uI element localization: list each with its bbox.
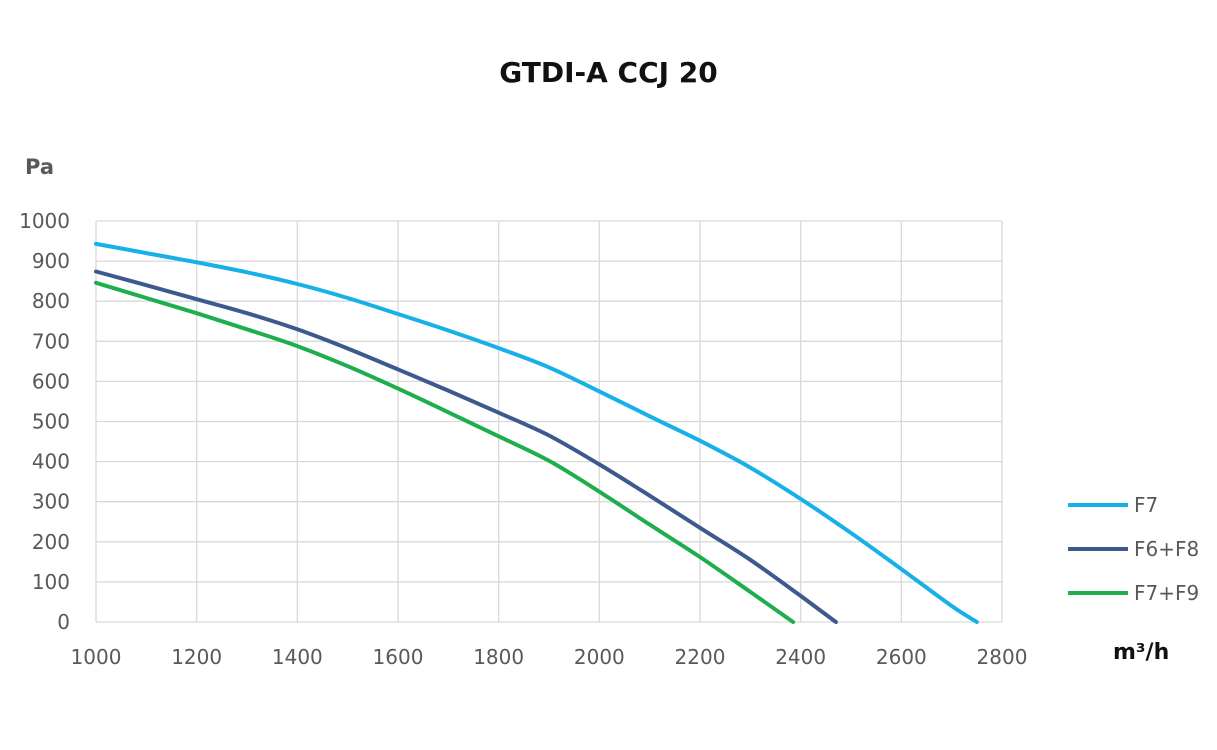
y-tick-label: 600 (32, 369, 70, 393)
legend-label: F7 (1134, 493, 1158, 517)
x-axis-label: m³/h (1113, 640, 1170, 665)
legend-label: F6+F8 (1134, 537, 1199, 561)
y-tick-label: 500 (32, 410, 70, 434)
series-lines (94, 241, 979, 624)
x-tick-label: 1600 (373, 645, 424, 669)
y-axis-label: Pa (25, 155, 54, 179)
legend: F7 F6+F8 F7+F9 (1068, 493, 1199, 605)
series-line-f7 (94, 241, 979, 624)
x-tick-label: 2200 (675, 645, 726, 669)
legend-label: F7+F9 (1134, 581, 1199, 605)
y-tick-label: 1000 (19, 209, 70, 233)
chart-title: GTDI-A CCJ 20 (499, 56, 718, 89)
grid-lines (95, 220, 1003, 623)
y-tick-label: 100 (32, 570, 70, 594)
x-tick-label: 1200 (171, 645, 222, 669)
y-tick-labels: 0 100 200 300 400 500 600 700 800 900 1000 (19, 209, 70, 634)
x-tick-labels: 1000 1200 1400 1600 1800 2000 2200 2400 2600 2800 (71, 645, 1028, 669)
series-line-f7-f9 (94, 280, 796, 624)
x-tick-label: 1400 (272, 645, 323, 669)
x-tick-label: 2600 (876, 645, 927, 669)
x-tick-label: 2800 (977, 645, 1028, 669)
y-tick-label: 300 (32, 490, 70, 514)
y-tick-label: 800 (32, 289, 70, 313)
y-tick-label: 700 (32, 329, 70, 353)
y-tick-label: 200 (32, 530, 70, 554)
x-tick-label: 1000 (71, 645, 122, 669)
series-line-f6-f8 (94, 269, 838, 624)
y-tick-label: 400 (32, 450, 70, 474)
x-tick-label: 2000 (574, 645, 625, 669)
y-tick-label: 900 (32, 249, 70, 273)
x-tick-label: 1800 (473, 645, 524, 669)
y-tick-label: 0 (57, 610, 70, 634)
x-tick-label: 2400 (775, 645, 826, 669)
